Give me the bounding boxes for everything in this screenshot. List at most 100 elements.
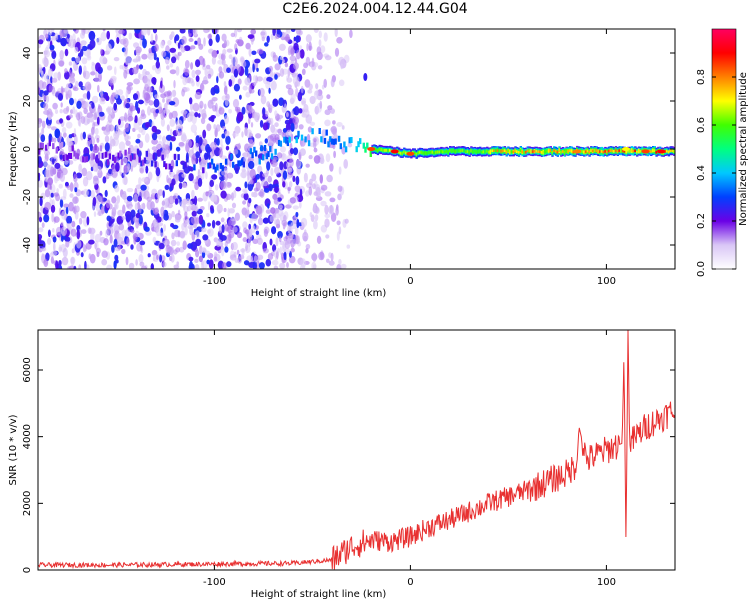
spectrogram-cell <box>50 126 57 131</box>
spectrogram-cell <box>182 182 187 188</box>
spectrogram-ytick-label: 40 <box>22 47 33 60</box>
spectrogram-cell <box>279 43 286 51</box>
spectrogram-cell <box>126 195 133 202</box>
spectrogram-cell <box>108 153 111 160</box>
spectrogram-xtick-label: 100 <box>597 276 616 287</box>
spectrogram-cell <box>213 124 216 130</box>
spectrogram-cell <box>199 100 204 109</box>
spectrogram-cell <box>42 57 47 65</box>
spectrogram-cell <box>606 150 609 154</box>
spectrogram-cell <box>390 149 399 154</box>
spectrogram-cell <box>304 136 307 143</box>
spectrogram-cell <box>274 148 277 155</box>
spectrogram-cell <box>273 265 279 269</box>
colorbar-frame <box>711 28 737 270</box>
spectrogram-cell <box>140 184 147 191</box>
spectrogram-cell <box>52 51 56 58</box>
spectrogram-cell <box>138 177 142 186</box>
spectrogram-cell <box>673 150 675 153</box>
spectrogram-cell <box>59 118 63 124</box>
spectrogram-cell <box>282 181 286 188</box>
spectrogram-cell <box>266 76 273 83</box>
spectrogram-cell <box>224 85 228 92</box>
spectrogram-cell <box>152 207 159 215</box>
spectrogram-cell <box>510 150 514 154</box>
spectrogram-cell <box>301 100 306 106</box>
spectrogram-cell <box>272 98 279 107</box>
spectrogram-cell <box>293 62 299 70</box>
spectrogram-cell <box>81 229 87 235</box>
spectrogram-cell <box>73 173 78 183</box>
spectrogram-cell <box>237 39 244 47</box>
spectrogram-cell <box>403 150 406 154</box>
spectrogram-cell <box>184 161 187 168</box>
spectrogram-cell <box>75 152 78 159</box>
spectrogram-cell <box>262 154 265 161</box>
spectrogram-cell <box>256 76 263 82</box>
spectrogram-cell <box>667 150 671 154</box>
spectrogram-cell <box>194 264 200 269</box>
spectrogram-cell <box>170 223 175 228</box>
spectrogram-cell <box>248 237 251 247</box>
spectrogram-cell <box>382 148 385 152</box>
spectrogram-cell <box>44 201 51 211</box>
spectrogram-cell <box>542 150 545 154</box>
spectrogram-cell <box>334 29 338 37</box>
spectrogram-cell <box>170 31 175 38</box>
spectrogram-cell <box>38 121 42 128</box>
spectrogram-cell <box>175 66 180 76</box>
spectrogram-cell <box>413 151 417 155</box>
spectrogram-cell <box>60 141 64 148</box>
spectrogram-cell <box>80 40 87 46</box>
spectrogram-cell <box>266 161 271 171</box>
spectrogram-cell <box>48 30 53 36</box>
spectrogram-cell <box>337 135 341 142</box>
spectrogram-cell <box>132 148 138 156</box>
spectrogram-cell <box>563 150 567 154</box>
spectrogram-cell <box>443 150 447 154</box>
spectrogram-xtick-label: 0 <box>407 276 413 287</box>
spectrogram-cell <box>66 154 69 161</box>
spectrogram-cell <box>309 121 316 127</box>
spectrogram-cell <box>242 85 248 91</box>
spectrogram-cell <box>47 124 52 129</box>
snr-xtick-label: 0 <box>407 577 413 588</box>
spectrogram-cell <box>530 150 533 153</box>
spectrogram-cell <box>180 200 187 208</box>
spectrogram-cell <box>159 232 165 237</box>
spectrogram-cell <box>48 140 51 147</box>
spectrogram-cell <box>147 106 151 116</box>
spectrogram-cell <box>263 228 268 237</box>
spectrogram-cell <box>315 184 321 193</box>
spectrogram-cell <box>304 229 307 235</box>
spectrogram-cell <box>247 209 250 218</box>
spectrogram-cell <box>63 29 68 34</box>
spectrogram-cell <box>364 146 367 153</box>
spectrogram-cell <box>419 150 422 154</box>
spectrogram-cell <box>266 35 270 43</box>
spectrogram-xtick-label: -100 <box>203 276 226 287</box>
spectrogram-cell <box>611 149 614 153</box>
spectrogram-cell <box>99 55 107 65</box>
spectrogram-cell <box>294 234 299 245</box>
spectrogram-cell <box>52 143 55 150</box>
spectrogram-cell <box>210 87 216 96</box>
spectrogram-cell <box>210 115 216 119</box>
spectrogram-cell <box>181 173 187 178</box>
spectrogram-cell <box>120 159 124 166</box>
spectrogram-cell <box>189 45 196 50</box>
spectrogram-cell <box>264 138 268 144</box>
spectrogram-cell <box>324 55 332 61</box>
spectrogram-cell <box>169 141 173 151</box>
spectrogram-cell <box>599 150 602 154</box>
snr-marks <box>38 330 675 570</box>
spectrogram-cell <box>299 45 303 51</box>
spectrogram-cell <box>336 122 343 127</box>
spectrogram-cell <box>461 149 464 152</box>
spectrogram-cell <box>197 177 203 187</box>
spectrogram-cell <box>64 153 67 160</box>
spectrogram-cell <box>188 38 194 42</box>
spectrogram-cell <box>114 184 120 193</box>
spectrogram-cell <box>190 124 198 133</box>
spectrogram-cell <box>526 149 529 153</box>
